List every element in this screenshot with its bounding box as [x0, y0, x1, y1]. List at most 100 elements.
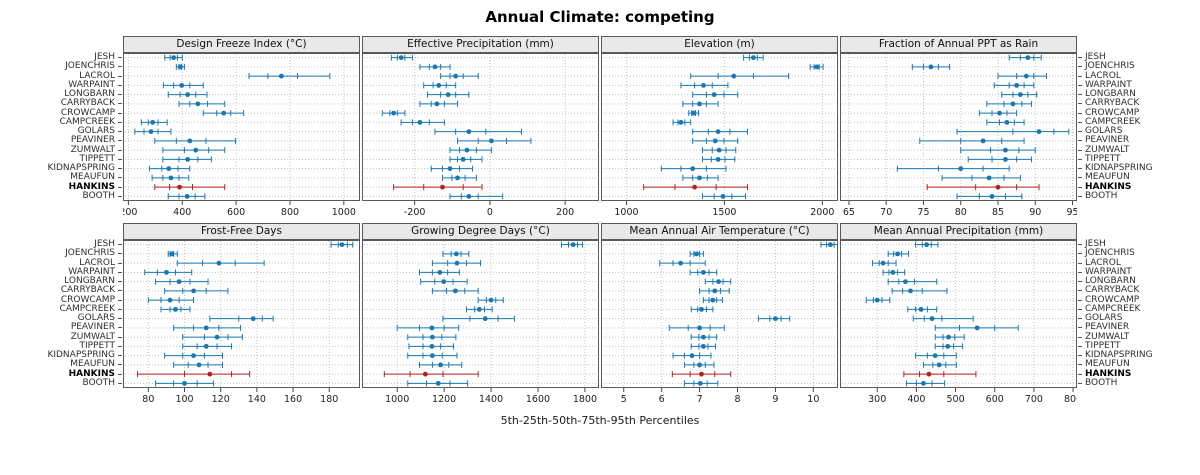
site-label-booth: BOOTH: [1078, 191, 1196, 201]
site-label-golars: GOLARS: [1078, 314, 1196, 323]
y-axis-tick: [1078, 318, 1082, 320]
svg-text:1000: 1000: [332, 207, 356, 218]
site-label-campcreek: CAMPCREEK: [4, 117, 122, 127]
y-axis-tick: [118, 195, 122, 197]
site-label-golars: GOLARS: [1078, 127, 1196, 136]
y-axis-tick: [118, 140, 122, 142]
y-axis-tick: [118, 177, 122, 179]
plot-fraction-annual-ppt-rain: 65 70 75 80 85 90 95: [840, 53, 1077, 218]
site-label-crowcamp: CROWCAMP: [4, 295, 122, 305]
svg-text:600: 600: [227, 207, 245, 218]
panel-frost-free-days: Frost-Free Days 80 100 120 140 160 180: [123, 223, 360, 405]
y-axis-tick: [1078, 57, 1082, 59]
site-label-joenchris: JOENCHRIS: [4, 249, 122, 258]
svg-text:400: 400: [173, 207, 191, 218]
site-label-longbarn: LONGBARN: [1078, 90, 1196, 99]
site-label-tippett: TIPPETT: [1078, 341, 1196, 351]
y-axis-tick: [1078, 186, 1082, 188]
y-axis-tick: [118, 103, 122, 105]
svg-text:1000: 1000: [385, 394, 409, 405]
site-label-zumwalt: ZUMWALT: [4, 332, 122, 342]
plot-frost-free-days: 80 100 120 140 160 180: [123, 240, 360, 405]
site-label-jesh: JESH: [1078, 240, 1196, 249]
site-label-peaviner: PEAVINER: [1078, 323, 1196, 332]
site-labels-left-bottom: JESH JOENCHRIS LACROL WARPAINT LONGBARN CARRY…: [4, 240, 122, 388]
y-axis-tick: [1078, 262, 1082, 264]
y-axis-tick: [1078, 168, 1082, 170]
y-axis-tick: [1078, 308, 1082, 310]
svg-text:6: 6: [659, 394, 665, 405]
y-axis-tick: [118, 299, 122, 301]
site-label-crowcamp: CROWCAMP: [4, 108, 122, 118]
site-label-hankins: HANKINS: [4, 182, 122, 192]
y-axis-tick: [1078, 290, 1082, 292]
panel-strip-elevation: Elevation (m): [601, 36, 838, 53]
plot-effective-precipitation: -200 0 200: [362, 53, 599, 218]
panel-strip-frost-free-days: Frost-Free Days: [123, 223, 360, 240]
svg-text:65: 65: [843, 207, 855, 218]
site-label-lacrol: LACROL: [4, 71, 122, 81]
site-label-joenchris: JOENCHRIS: [1078, 249, 1196, 258]
site-label-lacrol: LACROL: [1078, 258, 1196, 268]
svg-text:140: 140: [248, 394, 266, 405]
site-label-crowcamp: CROWCAMP: [1078, 108, 1196, 118]
y-axis-tick: [118, 57, 122, 59]
y-axis-tick: [118, 244, 122, 246]
y-axis-tick: [1078, 158, 1082, 160]
svg-text:0: 0: [487, 207, 493, 218]
svg-text:-200: -200: [404, 207, 426, 218]
panel-strip-mean-annual-precipitation: Mean Annual Precipitation (mm): [840, 223, 1077, 240]
site-label-meaufun: MEAUFUN: [4, 360, 122, 369]
site-label-carryback: CARRYBACK: [4, 99, 122, 108]
site-label-lacrol: LACROL: [4, 258, 122, 268]
site-label-zumwalt: ZUMWALT: [1078, 332, 1196, 342]
svg-text:80: 80: [142, 394, 154, 405]
site-label-kidnapspring: KIDNAPSPRING: [4, 164, 122, 173]
svg-text:1000: 1000: [614, 207, 638, 218]
site-label-tippett: TIPPETT: [1078, 154, 1196, 164]
site-label-warpaint: WARPAINT: [1078, 267, 1196, 277]
site-label-warpaint: WARPAINT: [4, 80, 122, 90]
y-axis-tick: [1078, 94, 1082, 96]
site-label-warpaint: WARPAINT: [1078, 80, 1196, 90]
site-label-carryback: CARRYBACK: [4, 286, 122, 295]
y-axis-tick: [1078, 103, 1082, 105]
y-axis-tick: [118, 121, 122, 123]
svg-text:2000: 2000: [810, 207, 834, 218]
site-label-jesh: JESH: [1078, 53, 1196, 62]
svg-text:200: 200: [123, 207, 137, 218]
site-label-warpaint: WARPAINT: [4, 267, 122, 277]
site-label-peaviner: PEAVINER: [1078, 136, 1196, 145]
y-axis-tick: [1078, 253, 1082, 255]
svg-text:8: 8: [734, 394, 740, 405]
site-label-joenchris: JOENCHRIS: [4, 62, 122, 71]
site-label-golars: GOLARS: [4, 127, 122, 136]
site-label-hankins: HANKINS: [1078, 369, 1196, 379]
panel-growing-degree-days: Growing Degree Days (°C) 1000 1200 1400 160…: [362, 223, 599, 405]
site-label-hankins: HANKINS: [1078, 182, 1196, 192]
y-axis-tick: [1078, 345, 1082, 347]
svg-text:75: 75: [917, 207, 929, 218]
svg-text:800: 800: [1064, 394, 1077, 405]
panel-elevation: Elevation (m) 1000 1500 2000: [601, 36, 838, 218]
svg-text:400: 400: [907, 394, 925, 405]
y-axis-tick: [118, 253, 122, 255]
caption: 5th-25th-50th-75th-95th Percentiles: [500, 414, 700, 427]
site-label-lacrol: LACROL: [1078, 71, 1196, 81]
site-label-meaufun: MEAUFUN: [1078, 173, 1196, 182]
site-label-campcreek: CAMPCREEK: [1078, 304, 1196, 314]
plot-mean-annual-precipitation: 300 400 500 600 700 800: [840, 240, 1077, 405]
plot-mean-annual-air-temperature: 5 6 7 8 9 10: [601, 240, 838, 405]
site-label-jesh: JESH: [4, 53, 122, 62]
y-axis-tick: [118, 318, 122, 320]
site-label-kidnapspring: KIDNAPSPRING: [1078, 164, 1196, 173]
y-axis-tick: [118, 112, 122, 114]
y-axis-tick: [118, 373, 122, 375]
y-axis-tick: [1078, 75, 1082, 77]
y-axis-tick: [1078, 271, 1082, 273]
svg-text:200: 200: [556, 207, 574, 218]
y-axis-tick: [118, 94, 122, 96]
site-label-peaviner: PEAVINER: [4, 323, 122, 332]
y-axis-tick: [1078, 66, 1082, 68]
site-label-zumwalt: ZUMWALT: [4, 145, 122, 155]
